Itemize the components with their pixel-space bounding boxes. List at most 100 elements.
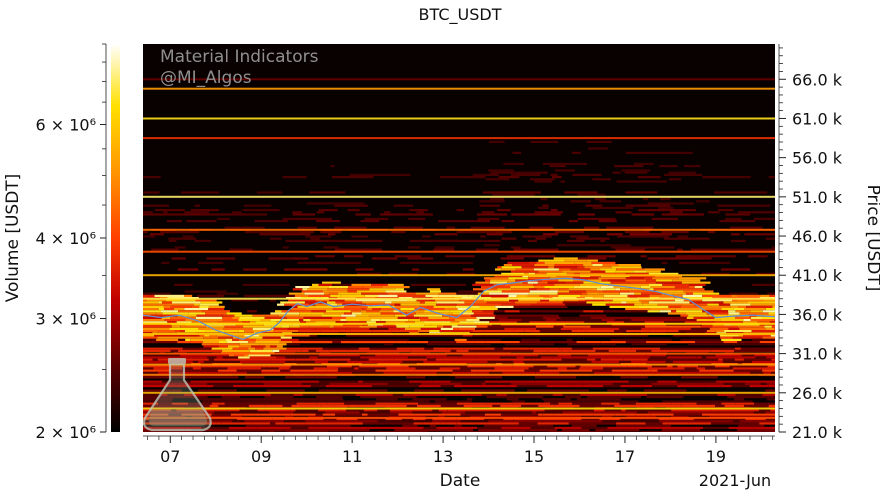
heatmap-cell	[529, 382, 553, 385]
heatmap-cell	[501, 266, 522, 269]
heatmap-cell	[292, 341, 317, 344]
heatmap-cell	[529, 193, 535, 196]
heatmap-cell	[400, 303, 425, 306]
heatmap-cell	[467, 356, 477, 359]
heatmap-cell	[385, 299, 407, 302]
heatmap-cell	[611, 206, 634, 209]
heatmap-cell	[248, 213, 268, 216]
heatmap-cell	[745, 418, 766, 421]
watermark-line-1: Material Indicators	[160, 47, 319, 67]
heatmap-cell	[771, 426, 775, 429]
heatmap-cell	[490, 198, 505, 201]
heatmap-cell	[767, 365, 775, 368]
heatmap-cell	[718, 303, 731, 306]
heatmap-cell	[399, 327, 405, 330]
heatmap-cell	[631, 310, 648, 313]
heatmap-cell	[173, 213, 202, 216]
heatmap-cell	[675, 367, 685, 370]
heatmap-cell	[433, 312, 440, 315]
heatmap-cell	[332, 371, 353, 374]
heatmap-cell	[143, 402, 159, 405]
heatmap-cell	[503, 162, 524, 165]
heatmap-cell	[720, 319, 744, 322]
heatmap-cell	[569, 290, 586, 293]
heatmap-cell	[413, 314, 443, 317]
heatmap-cell	[727, 396, 745, 399]
heatmap-cell	[684, 321, 715, 324]
heatmap-cell	[325, 308, 333, 311]
heatmap-cell	[143, 341, 158, 344]
heatmap-cell	[695, 411, 719, 414]
heatmap-cell	[620, 244, 631, 247]
heatmap-cell	[481, 347, 495, 350]
heatmap-cell	[543, 400, 561, 403]
heatmap-cell	[683, 371, 704, 374]
heatmap-cell	[182, 235, 194, 238]
heatmap-cell	[372, 308, 381, 311]
heatmap-cell	[392, 393, 404, 396]
heatmap-cell	[249, 356, 276, 359]
heatmap-cell	[676, 310, 703, 313]
heatmap-cell	[682, 294, 703, 297]
heatmap-cell	[512, 365, 534, 368]
heatmap-cell	[639, 171, 648, 174]
heatmap-cell	[374, 360, 386, 363]
heatmap-cell	[528, 272, 536, 275]
watermark-line-2: @MI_Algos	[160, 68, 252, 88]
heatmap-cell	[696, 367, 705, 370]
heatmap-cell	[275, 422, 285, 425]
heatmap-cell	[694, 409, 712, 412]
heatmap-cell	[625, 341, 647, 344]
heatmap-cell	[579, 404, 593, 407]
heatmap-cell	[552, 140, 559, 143]
heatmap-cell	[230, 429, 252, 432]
heatmap-cell	[722, 358, 735, 361]
heatmap-cell	[595, 429, 624, 432]
heatmap-cell	[628, 283, 649, 286]
heatmap-cell	[377, 420, 405, 423]
heatmap-cell	[318, 429, 331, 432]
heatmap-cell	[143, 376, 170, 379]
heatmap-cell	[628, 413, 636, 416]
heatmap-cell	[506, 354, 520, 357]
heatmap-cell	[639, 299, 655, 302]
heatmap-cell	[171, 257, 186, 260]
heatmap-cell	[205, 349, 223, 352]
heatmap-cell	[334, 404, 349, 407]
heatmap-cell	[143, 299, 147, 302]
heatmap-cell	[440, 385, 455, 388]
heatmap-cell	[330, 347, 359, 350]
heatmap-cell	[477, 292, 489, 295]
heatmap-cell	[632, 169, 650, 172]
heatmap-cell	[544, 424, 554, 427]
heatmap-cell	[384, 211, 391, 214]
heatmap-cell	[197, 418, 219, 421]
heatmap-cell	[652, 385, 678, 388]
heatmap-cell	[436, 426, 450, 429]
heatmap-cell	[460, 413, 485, 416]
heatmap-cell	[711, 409, 734, 412]
heatmap-cell	[143, 321, 168, 324]
heatmap-cell	[534, 180, 553, 183]
heatmap-cell	[751, 316, 762, 319]
heatmap-cell	[407, 356, 427, 359]
heatmap-cell	[486, 338, 496, 341]
price-axis-label: Price [USDT]	[863, 185, 880, 292]
heatmap-cell	[515, 268, 534, 271]
heatmap-cell	[290, 257, 309, 260]
heatmap-cell	[165, 299, 182, 302]
heatmap-cell	[436, 301, 465, 304]
heatmap-cell	[337, 369, 361, 372]
heatmap-cell	[721, 402, 736, 405]
heatmap-cell	[565, 303, 580, 306]
heatmap-cell	[252, 327, 274, 330]
heatmap-cell	[708, 319, 721, 322]
heatmap-cell	[765, 389, 775, 392]
heatmap-cell	[568, 409, 594, 412]
heatmap-cell	[181, 413, 198, 416]
heatmap-cell	[530, 140, 553, 143]
heatmap-cell	[409, 209, 429, 212]
heatmap-cell	[228, 213, 248, 216]
heatmap-cell	[355, 393, 380, 396]
heatmap-cell	[299, 327, 316, 330]
